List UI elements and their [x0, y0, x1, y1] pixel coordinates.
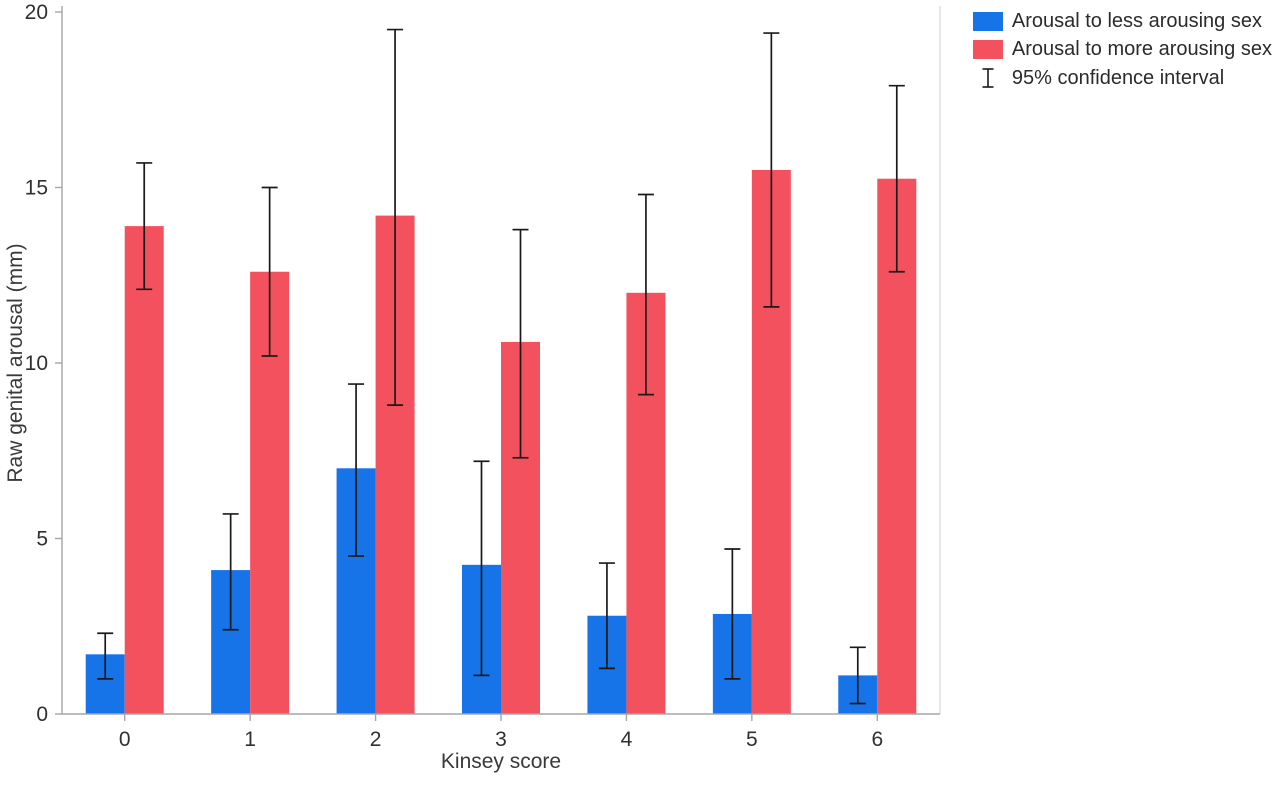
y-tick-label: 10 — [25, 352, 48, 375]
x-tick-label: 0 — [119, 728, 131, 751]
x-tick-label: 6 — [871, 728, 883, 751]
x-tick-label: 2 — [370, 728, 382, 751]
x-tick-label: 3 — [495, 728, 507, 751]
error-bars-more-arousing — [136, 28, 905, 459]
legend-label-more-arousing: Arousal to more arousing sex — [1011, 38, 1272, 60]
x-axis-label: Kinsey score — [440, 750, 562, 773]
x-tick-label: 1 — [244, 728, 256, 751]
y-tick-label: 15 — [25, 177, 48, 200]
error-bar-icon — [973, 66, 1003, 90]
x-tick-label: 5 — [746, 728, 758, 751]
legend-label-less-arousing: Arousal to less arousing sex — [1011, 10, 1262, 32]
legend: Arousal to less arousing sex Arousal to … — [972, 10, 1272, 90]
bar-more-kinsey-0 — [124, 226, 164, 715]
x-tick-label: 4 — [621, 728, 633, 751]
legend-item-more-arousing: Arousal to more arousing sex — [972, 38, 1272, 61]
y-tick-label: 20 — [25, 1, 48, 24]
y-tick-label: 0 — [36, 703, 48, 726]
legend-swatch-blue-icon — [972, 12, 1003, 31]
y-tick-label: 5 — [36, 528, 48, 551]
legend-item-less-arousing: Arousal to less arousing sex — [972, 10, 1272, 33]
legend-label-confidence-interval: 95% confidence interval — [1011, 66, 1225, 89]
legend-swatch-red-icon — [972, 40, 1003, 59]
legend-item-confidence-interval: 95% confidence interval — [973, 66, 1272, 90]
error-bars-less-arousing — [97, 383, 866, 705]
y-axis-label: Raw genital arousal (mm) — [4, 243, 27, 483]
